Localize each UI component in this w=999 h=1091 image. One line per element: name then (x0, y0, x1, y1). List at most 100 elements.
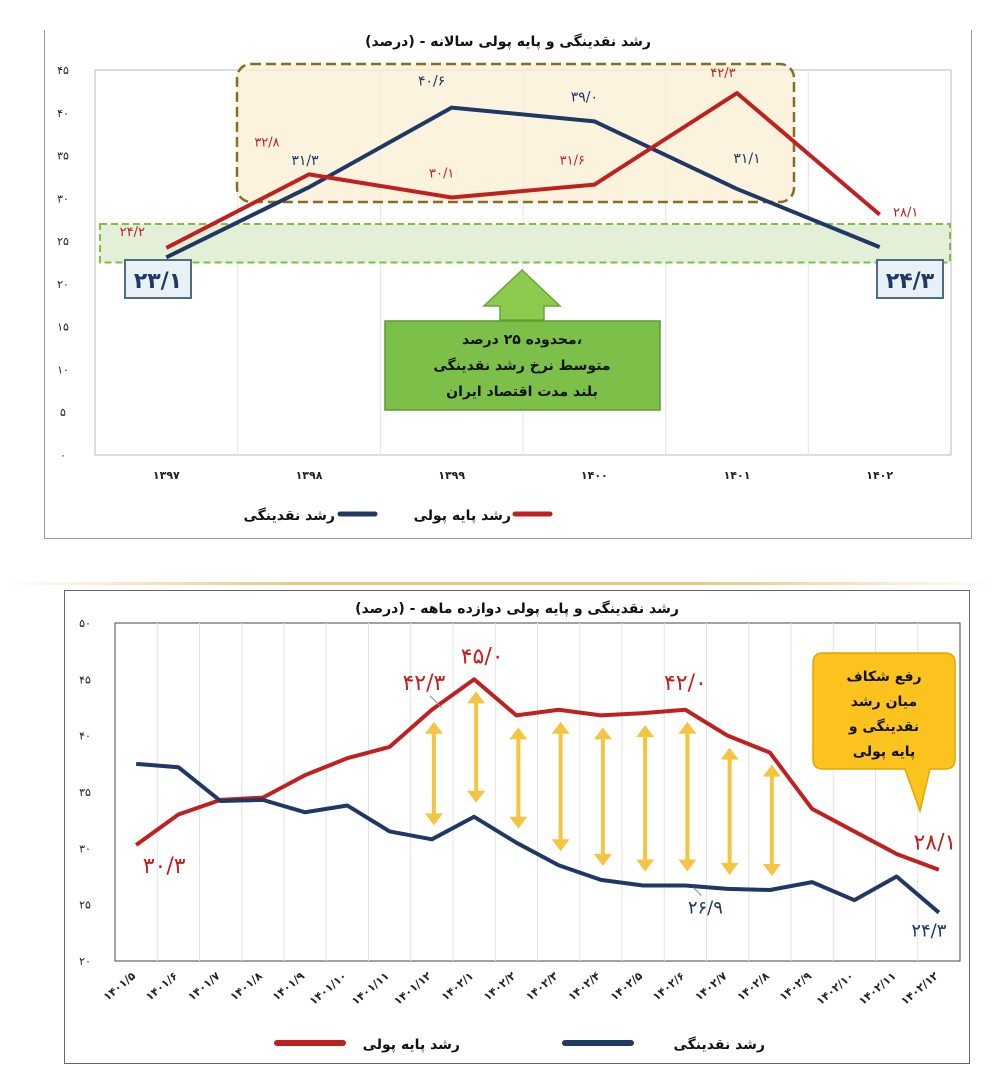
data-label: ۳۱/۱ (733, 151, 760, 167)
leader-line (429, 695, 443, 709)
data-label: ۳۲/۸ (254, 135, 279, 150)
data-label: ۴۲/۳ (402, 671, 445, 696)
series-line-liquidity (135, 761, 941, 915)
data-label: ۲۴/۳ (911, 921, 946, 942)
x-tick-label: ۱۴۰۱/۱۲ (392, 969, 435, 1008)
chart-title: رشد نقدینگی و پایه پولی سالانه - (درصد) (365, 33, 651, 50)
x-tick-label: ۱۴۰۱/۹ (270, 969, 307, 1003)
annual-chart-panel: رشد نقدینگی و پایه پولی سالانه - (درصد) ۰… (44, 30, 972, 539)
y-tick-label: ۳۰ (79, 842, 91, 855)
gap-arrow-head-up-icon (467, 691, 486, 704)
monthly-chart: رشد نقدینگی و پایه پولی دوازده ماهه - (د… (79, 600, 961, 1053)
y-tick-label: ۳۰ (57, 192, 69, 205)
x-tick-label: ۱۳۹۸ (296, 469, 323, 482)
x-tick-label: ۱۴۰۲/۳ (523, 969, 560, 1003)
y-tick-label: ۱۰ (57, 363, 69, 376)
x-tick-label: ۱۳۹۷ (153, 469, 180, 482)
y-tick-label: ۴۰ (57, 107, 69, 120)
callout-text: میان رشد (851, 694, 917, 710)
gap-arrow-head-down-icon (678, 859, 697, 872)
data-label: ۳۹/۰ (571, 89, 598, 105)
data-label: ۲۴/۲ (120, 225, 145, 240)
monthly-chart-panel: رشد نقدینگی و پایه پولی دوازده ماهه - (د… (64, 590, 970, 1064)
x-tick-label: ۱۴۰۲/۱۰ (814, 969, 856, 1007)
peak-region-box (235, 62, 796, 204)
average-band (99, 223, 951, 264)
x-tick-label: ۱۴۰۲/۲ (481, 969, 518, 1003)
x-tick-label: ۱۴۰۲ (866, 469, 893, 482)
gap-arrow-head-down-icon (424, 813, 443, 826)
y-tick-label: ۴۰ (79, 730, 91, 743)
data-label: ۳۰/۳ (143, 854, 186, 879)
legend-label-monetary-base: رشد پایه پولی (363, 1037, 460, 1053)
gap-arrow-head-up-icon (762, 764, 781, 777)
data-label: ۲۶/۹ (688, 898, 723, 919)
y-tick-label: ۲۰ (57, 278, 69, 291)
x-tick-label: ۱۴۰۲/۷ (692, 969, 729, 1003)
end-label-box (124, 259, 192, 299)
y-tick-label: ۲۵ (57, 235, 69, 248)
data-label: ۳۱/۳ (291, 153, 319, 169)
y-tick-label: ۳۵ (79, 786, 91, 799)
callout-text: رفع شکاف (846, 669, 921, 685)
callout-text: نقدینگی و (848, 718, 919, 735)
x-tick-label: ۱۴۰۲/۱ (439, 969, 476, 1003)
data-label: ۲۸/۱ (913, 831, 956, 856)
x-tick-label: ۱۴۰۲/۸ (735, 969, 772, 1003)
callout-text: بلند مدت اقتصاد ایران (446, 384, 598, 400)
x-tick-label: ۱۴۰۱ (724, 469, 751, 482)
legend-label-monetary-base: رشد پایه پولی (414, 508, 511, 524)
x-tick-label: ۱۴۰۱/۵ (101, 969, 138, 1003)
x-tick-label: ۱۴۰۲/۱۱ (856, 969, 898, 1007)
gap-arrow-head-up-icon (509, 727, 528, 740)
gap-arrow-head-down-icon (509, 816, 528, 829)
x-tick-label: ۱۴۰۱/۷ (185, 969, 222, 1003)
data-label: ۴۰/۶ (418, 74, 445, 90)
gap-callout-bubble (812, 652, 956, 814)
x-tick-label: ۱۴۰۱/۸ (228, 969, 265, 1003)
x-tick-label: ۱۴۰۲/۶ (650, 969, 687, 1003)
series-line-monetary-base (165, 91, 881, 250)
series-line-monetary-base (134, 677, 940, 872)
x-tick-label: ۱۴۰۱/۱۰ (307, 969, 349, 1007)
gap-arrow-head-up-icon (593, 727, 612, 740)
y-tick-label: ۱۵ (57, 321, 69, 334)
chart-title: رشد نقدینگی و پایه پولی دوازده ماهه - (د… (355, 600, 679, 617)
y-tick-label: ۵ (60, 406, 66, 419)
data-label: ۴۵/۰ (461, 644, 504, 669)
gap-arrow-head-down-icon (551, 839, 570, 852)
data-label: ۴۲/۰ (664, 671, 707, 696)
series-line-liquidity (165, 105, 881, 260)
legend-label-liquidity: رشد نقدینگی (244, 507, 336, 524)
callout-text: متوسط نرخ رشد نقدینگی (433, 357, 610, 374)
leader-line (693, 887, 702, 896)
end-label: ۲۳/۱ (134, 269, 182, 294)
up-arrow-icon (482, 268, 562, 321)
data-label: ۲۸/۱ (893, 206, 918, 221)
x-tick-label: ۱۴۰۰ (581, 469, 608, 482)
gap-arrow-head-down-icon (467, 790, 486, 803)
y-tick-label: ۵۰ (79, 617, 91, 630)
x-tick-label: ۱۴۰۱/۶ (143, 969, 180, 1003)
legend-label-liquidity: رشد نقدینگی (674, 1036, 766, 1053)
x-tick-label: ۱۴۰۲/۱۲ (899, 969, 942, 1008)
end-label-box (876, 259, 944, 299)
gap-arrow-head-down-icon (720, 862, 739, 875)
x-tick-label: ۱۴۰۲/۵ (608, 969, 645, 1003)
y-tick-label: ۰ (60, 449, 66, 462)
gap-arrow-head-up-icon (636, 725, 655, 738)
x-tick-label: ۱۴۰۱/۱۱ (349, 969, 391, 1007)
gap-arrow-head-up-icon (678, 721, 697, 734)
callout-text: پایه پولی (853, 744, 916, 760)
gap-arrow-head-down-icon (762, 864, 781, 877)
x-tick-label: ۱۴۰۲/۴ (566, 969, 603, 1003)
gap-arrow-head-down-icon (593, 853, 612, 866)
x-tick-label: ۱۳۹۹ (438, 469, 465, 482)
data-label: ۳۰/۱ (429, 166, 454, 181)
gap-arrow-head-down-icon (636, 859, 655, 872)
y-tick-label: ۴۵ (79, 673, 91, 686)
data-label: ۴۲/۳ (710, 66, 735, 81)
divider (0, 582, 999, 585)
callout-text: محدوده ۲۵ درصد، (462, 332, 582, 348)
y-tick-label: ۲۵ (79, 899, 91, 912)
